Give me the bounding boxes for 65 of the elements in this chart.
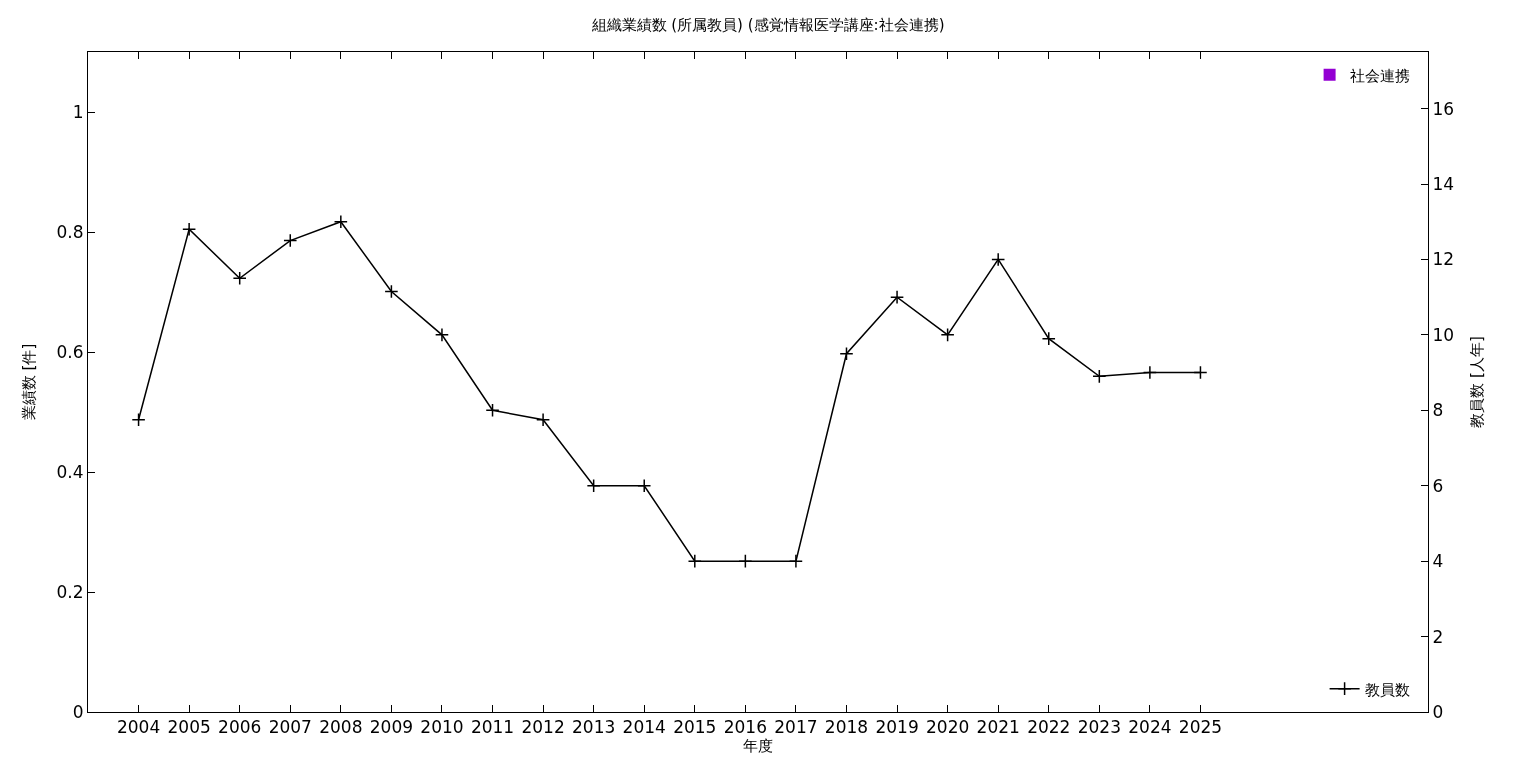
point	[940, 327, 955, 342]
point	[738, 554, 753, 569]
x-tick-label: 2005	[167, 717, 211, 738]
point	[283, 233, 298, 248]
point	[182, 222, 197, 237]
x-tick-label: 2010	[420, 717, 464, 738]
x-tick-label: 2009	[369, 717, 414, 738]
point	[333, 214, 348, 229]
x-tick-label: 2016	[723, 717, 767, 738]
x-tick-label: 2011	[470, 717, 515, 738]
x-tick-label: 2008	[319, 717, 363, 738]
point	[1041, 331, 1056, 346]
y-tick-label: 0	[72, 701, 84, 722]
y-axis-title: 業績数 [件]	[19, 343, 38, 421]
y2-tick-label: 12	[1432, 249, 1455, 270]
x-tick-label: 2019	[875, 717, 919, 738]
y-tick-label: 0.8	[56, 221, 84, 242]
y2-tick-label: 0	[1432, 701, 1444, 722]
y-tick-label: 0.2	[56, 581, 84, 602]
point	[991, 252, 1006, 267]
point	[485, 403, 500, 418]
x-tick-label: 2007	[268, 717, 312, 738]
y-tick-label: 0.4	[56, 461, 84, 482]
x-tick-label: 2006	[218, 717, 262, 738]
y2-tick-label: 2	[1432, 626, 1444, 647]
point	[131, 412, 146, 427]
point	[1193, 365, 1208, 380]
x-tick-label: 2012	[521, 717, 565, 738]
x-tick-label: 2013	[572, 717, 616, 738]
point	[536, 412, 551, 427]
point	[586, 478, 601, 493]
x-tick-label: 2022	[1027, 717, 1071, 738]
x-tick-label: 2018	[824, 717, 869, 738]
point	[1142, 365, 1157, 380]
y2-tick-label: 10	[1432, 324, 1455, 345]
y-tick-label: 0.6	[56, 341, 84, 362]
x-tick-label: 2025	[1178, 717, 1223, 738]
x-tick-label: 2004	[116, 717, 161, 738]
x-tick-label: 2021	[976, 717, 1020, 738]
x-tick-label: 2024	[1128, 717, 1172, 738]
y-tick-label: 1	[72, 101, 84, 122]
x-tick-label: 2015	[673, 717, 717, 738]
x-tick-label: 2020	[925, 717, 970, 738]
x-tick-label: 2017	[774, 717, 818, 738]
y2-tick-label: 14	[1432, 173, 1455, 194]
point	[232, 271, 247, 286]
y2-tick-label: 8	[1432, 400, 1444, 421]
point	[839, 346, 854, 361]
point	[788, 554, 803, 569]
point	[1092, 369, 1107, 384]
legend-label: 教員数	[1364, 680, 1410, 699]
x-axis-title: 年度	[743, 737, 773, 756]
point	[687, 554, 702, 569]
point	[434, 327, 450, 342]
x-tick-label: 2014	[622, 717, 666, 738]
y2-axis-title: 教員数 [人年]	[1468, 336, 1487, 428]
x-tick-label: 2023	[1077, 717, 1121, 738]
point	[384, 284, 399, 299]
point	[637, 478, 652, 493]
point	[890, 290, 905, 305]
chart-title: 組織業績数 (所属教員) (感覚情報医学講座:社会連携)	[590, 15, 945, 34]
y2-tick-label: 4	[1432, 551, 1444, 572]
legend-label: 社会連携	[1349, 66, 1410, 85]
y2-tick-label: 6	[1432, 475, 1444, 496]
y2-tick-label: 16	[1432, 98, 1455, 119]
